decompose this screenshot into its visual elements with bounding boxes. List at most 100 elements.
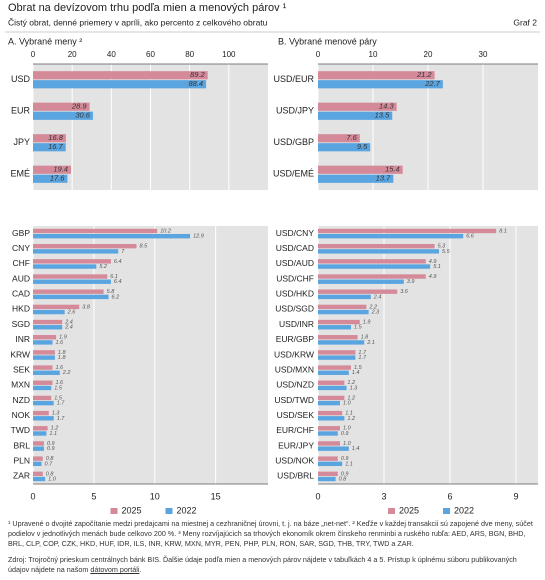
bar — [33, 102, 90, 111]
y-tick-label: EUR — [11, 106, 31, 116]
y-tick-label: HKD — [12, 304, 30, 314]
bar — [318, 426, 340, 431]
y-tick-label: AUD — [12, 273, 30, 283]
legend-swatch — [443, 508, 450, 514]
y-tick-label: USD/KRW — [274, 349, 314, 359]
value-label: 2.3 — [371, 310, 381, 316]
subtitle: Čistý obrat, denné priemery v apríli, ak… — [8, 17, 268, 27]
bar — [33, 304, 80, 310]
value-label: 2.1 — [366, 340, 375, 346]
bar — [318, 274, 426, 279]
value-label: 0.8 — [339, 476, 348, 482]
value-label: 1.1 — [345, 411, 353, 417]
bar — [33, 335, 57, 340]
y-tick-label: USD/TWD — [274, 395, 314, 405]
bar — [33, 80, 207, 89]
value-label: 1.5 — [354, 365, 363, 371]
value-label: 21.2 — [416, 70, 432, 79]
value-label: 5.2 — [99, 264, 107, 270]
bar — [318, 335, 358, 340]
value-label: 89.2 — [190, 70, 205, 79]
bar — [33, 264, 97, 269]
source-text: Zdroj: Trojročný prieskum centrálnych bá… — [8, 555, 517, 574]
bar — [318, 340, 365, 345]
legend-swatch — [388, 508, 395, 514]
bar — [318, 476, 336, 482]
value-label: 9.5 — [357, 142, 368, 151]
bar — [318, 410, 343, 416]
y-tick-label: USD/CNY — [276, 228, 315, 238]
value-label: 88.4 — [189, 79, 204, 88]
legend-label: 2025 — [399, 505, 419, 515]
y-tick-label: USD/NZD — [276, 380, 314, 390]
bar — [33, 134, 66, 143]
bar — [33, 249, 119, 254]
value-label: 1.7 — [358, 350, 367, 356]
bar — [318, 80, 443, 89]
value-label: 1.9 — [59, 335, 67, 341]
bar — [318, 355, 356, 360]
y-tick-label: EUR/CHF — [276, 425, 314, 435]
value-label: 5.8 — [107, 289, 116, 295]
portal-link[interactable]: dátovom portáli — [90, 565, 140, 574]
bar — [318, 370, 349, 375]
value-label: 1.3 — [350, 385, 359, 391]
value-label: 1.5 — [54, 395, 63, 401]
value-label: 2.4 — [373, 294, 382, 300]
value-label: 1.0 — [343, 426, 352, 432]
y-tick-label: EUR/GBP — [276, 334, 315, 344]
bar — [318, 243, 435, 249]
value-label: 1.2 — [347, 416, 355, 422]
value-label: 0.7 — [45, 461, 54, 467]
bar — [33, 410, 49, 416]
bar — [33, 243, 137, 249]
y-tick-label: CAD — [12, 289, 30, 299]
panel-title: B. Vybrané menové páry — [278, 36, 377, 46]
bar — [33, 395, 52, 401]
value-label: 1.7 — [57, 401, 66, 407]
bar — [33, 143, 66, 152]
bar — [33, 279, 111, 284]
bar — [318, 264, 431, 269]
value-label: 6.4 — [114, 259, 122, 265]
x-tick-label: 0 — [315, 491, 320, 501]
value-label: 15.4 — [385, 165, 400, 174]
bar — [33, 476, 46, 482]
value-label: 2.6 — [67, 310, 77, 316]
y-tick-label: TWD — [11, 425, 30, 435]
y-tick-label: USD/CHF — [276, 273, 314, 283]
legend-swatch — [165, 508, 173, 514]
value-label: 4.9 — [429, 274, 437, 280]
value-label: 1.7 — [57, 416, 66, 422]
value-label: 1.2 — [347, 380, 355, 386]
bar — [33, 174, 68, 183]
bar — [318, 228, 497, 234]
legend-label: 2022 — [177, 505, 197, 515]
y-tick-label: ZAR — [13, 471, 30, 481]
legend-label: 2022 — [454, 505, 474, 515]
y-tick-label: MXN — [11, 380, 30, 390]
value-label: 1.8 — [58, 350, 67, 356]
bar — [318, 325, 351, 330]
footnotes: ¹ Upravené o dvojité započítanie medzi p… — [8, 519, 533, 548]
value-label: 3.9 — [407, 279, 415, 285]
bar — [318, 395, 345, 401]
value-label: 0.9 — [341, 456, 349, 462]
bar — [33, 426, 48, 431]
bar — [33, 370, 60, 375]
y-tick-label: CNY — [12, 243, 30, 253]
value-label: 1.6 — [55, 340, 64, 346]
y-tick-label: USD/INR — [279, 319, 314, 329]
y-tick-label: GBP — [12, 228, 30, 238]
y-tick-label: JPY — [13, 137, 30, 147]
value-label: 28.9 — [71, 102, 87, 111]
bar — [33, 165, 71, 174]
source: Zdroj: Trojročný prieskum centrálnych bá… — [8, 555, 538, 575]
bar — [318, 174, 394, 183]
value-label: 0.9 — [341, 431, 349, 437]
value-label: 5.3 — [438, 244, 447, 250]
x-tick-label: 100 — [222, 50, 236, 59]
value-label: 22.7 — [424, 79, 440, 88]
value-label: 10.2 — [160, 228, 171, 234]
